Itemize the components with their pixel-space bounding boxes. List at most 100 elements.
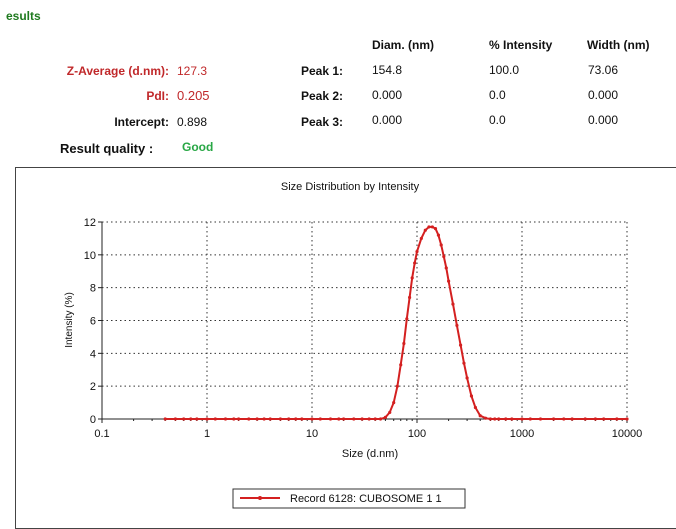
chart-ticks: 0.1 1 10 100 1000 10000 0 2 4 6 8 10 12 <box>84 217 643 440</box>
data-point <box>410 276 414 280</box>
data-point <box>163 417 167 421</box>
peak-2-diam: 0.000 <box>372 88 403 102</box>
data-point <box>195 417 199 421</box>
data-point <box>465 376 469 380</box>
pdi-label: PdI: <box>146 89 169 103</box>
data-point <box>373 417 377 421</box>
col-width: Width (nm) <box>587 38 650 52</box>
x-tick-label: 1000 <box>510 428 534 440</box>
data-point <box>625 417 629 421</box>
data-point <box>268 417 272 421</box>
peak-1-intensity: 100.0 <box>489 63 520 77</box>
peak-2-label: Peak 2: <box>300 89 343 103</box>
intercept-value: 0.898 <box>177 115 208 129</box>
x-axis-label: Size (d.nm) <box>342 448 398 460</box>
col-diameter: Diam. (nm) <box>372 38 435 52</box>
data-point <box>405 317 409 321</box>
pdi-value: 0.205 <box>177 88 210 103</box>
data-point <box>367 417 371 421</box>
data-point <box>455 323 459 328</box>
peak-1-diam: 154.8 <box>372 63 403 77</box>
data-point <box>444 266 448 270</box>
y-tick-label: 8 <box>90 283 96 295</box>
peak-3-diam: 0.000 <box>372 113 403 127</box>
data-point <box>189 417 193 421</box>
chart-series <box>163 225 629 421</box>
data-point <box>415 249 419 254</box>
data-point <box>483 416 488 420</box>
data-point <box>552 417 556 421</box>
data-point <box>352 417 356 421</box>
data-point <box>395 384 399 388</box>
data-point <box>237 417 241 421</box>
peak-3-width: 0.000 <box>588 113 619 127</box>
data-point <box>497 417 501 421</box>
series-line <box>165 225 627 420</box>
intercept-label: Intercept: <box>114 115 169 129</box>
x-tick-label: 1 <box>204 428 210 440</box>
data-point <box>294 417 298 421</box>
data-point <box>442 254 446 259</box>
chart-panel <box>15 167 676 529</box>
data-point <box>392 400 396 405</box>
y-tick-label: 0 <box>90 414 96 426</box>
result-quality-value: Good <box>182 140 214 154</box>
y-tick-label: 6 <box>90 316 96 328</box>
peak-3-intensity: 0.0 <box>489 113 506 127</box>
data-point <box>337 417 341 421</box>
legend-label: Record 6128: CUBOSOME 1 1 <box>290 493 442 505</box>
data-point <box>402 341 406 346</box>
legend: Record 6128: CUBOSOME 1 1 <box>232 488 466 509</box>
data-point <box>510 417 514 421</box>
data-point <box>433 226 438 231</box>
data-point <box>488 417 492 421</box>
data-point <box>310 417 314 421</box>
y-tick-label: 12 <box>84 217 96 229</box>
data-point <box>504 417 508 421</box>
size-distribution-chart: Size Distribution by Intensity 0.1 1 10 100… <box>64 181 643 509</box>
data-point <box>615 417 619 421</box>
data-point <box>205 417 209 421</box>
x-tick-label: 100 <box>408 428 426 440</box>
data-point <box>407 295 412 300</box>
data-point <box>328 417 333 421</box>
legend-box <box>232 488 466 509</box>
data-point <box>520 417 524 421</box>
data-point <box>447 279 451 283</box>
peak-1-width: 73.06 <box>588 63 619 77</box>
peak-1-label: Peak 1: <box>300 64 343 78</box>
data-point <box>538 417 543 421</box>
data-point <box>493 417 497 421</box>
data-point <box>583 417 587 421</box>
data-point <box>173 417 177 421</box>
data-point <box>255 417 259 421</box>
data-point <box>427 225 431 229</box>
data-point <box>378 417 383 421</box>
data-point <box>318 417 322 421</box>
x-tick-label: 10000 <box>612 428 643 440</box>
col-intensity: % Intensity <box>489 38 553 52</box>
data-point <box>213 417 217 421</box>
data-point <box>570 417 574 421</box>
z-average-label: Z-Average (d.nm): <box>66 64 169 78</box>
x-tick-label: 10 <box>306 428 318 440</box>
data-point <box>247 417 251 421</box>
x-tick-label: 0.1 <box>94 428 109 440</box>
results-title: esults <box>6 9 41 23</box>
data-point <box>413 261 417 265</box>
data-point <box>419 236 423 241</box>
data-point <box>469 394 474 398</box>
peak-2-width: 0.000 <box>588 88 619 102</box>
y-tick-label: 4 <box>90 348 96 360</box>
data-point <box>287 417 291 421</box>
data-point <box>342 417 346 421</box>
data-point <box>436 233 441 237</box>
peak-3-label: Peak 3: <box>300 115 343 129</box>
z-average-value: 127.3 <box>177 64 208 78</box>
data-point <box>232 417 236 421</box>
data-point <box>388 410 392 415</box>
data-point <box>528 417 532 421</box>
data-point <box>593 417 597 421</box>
data-point <box>462 361 466 365</box>
result-quality-label: Result quality : <box>60 141 154 156</box>
